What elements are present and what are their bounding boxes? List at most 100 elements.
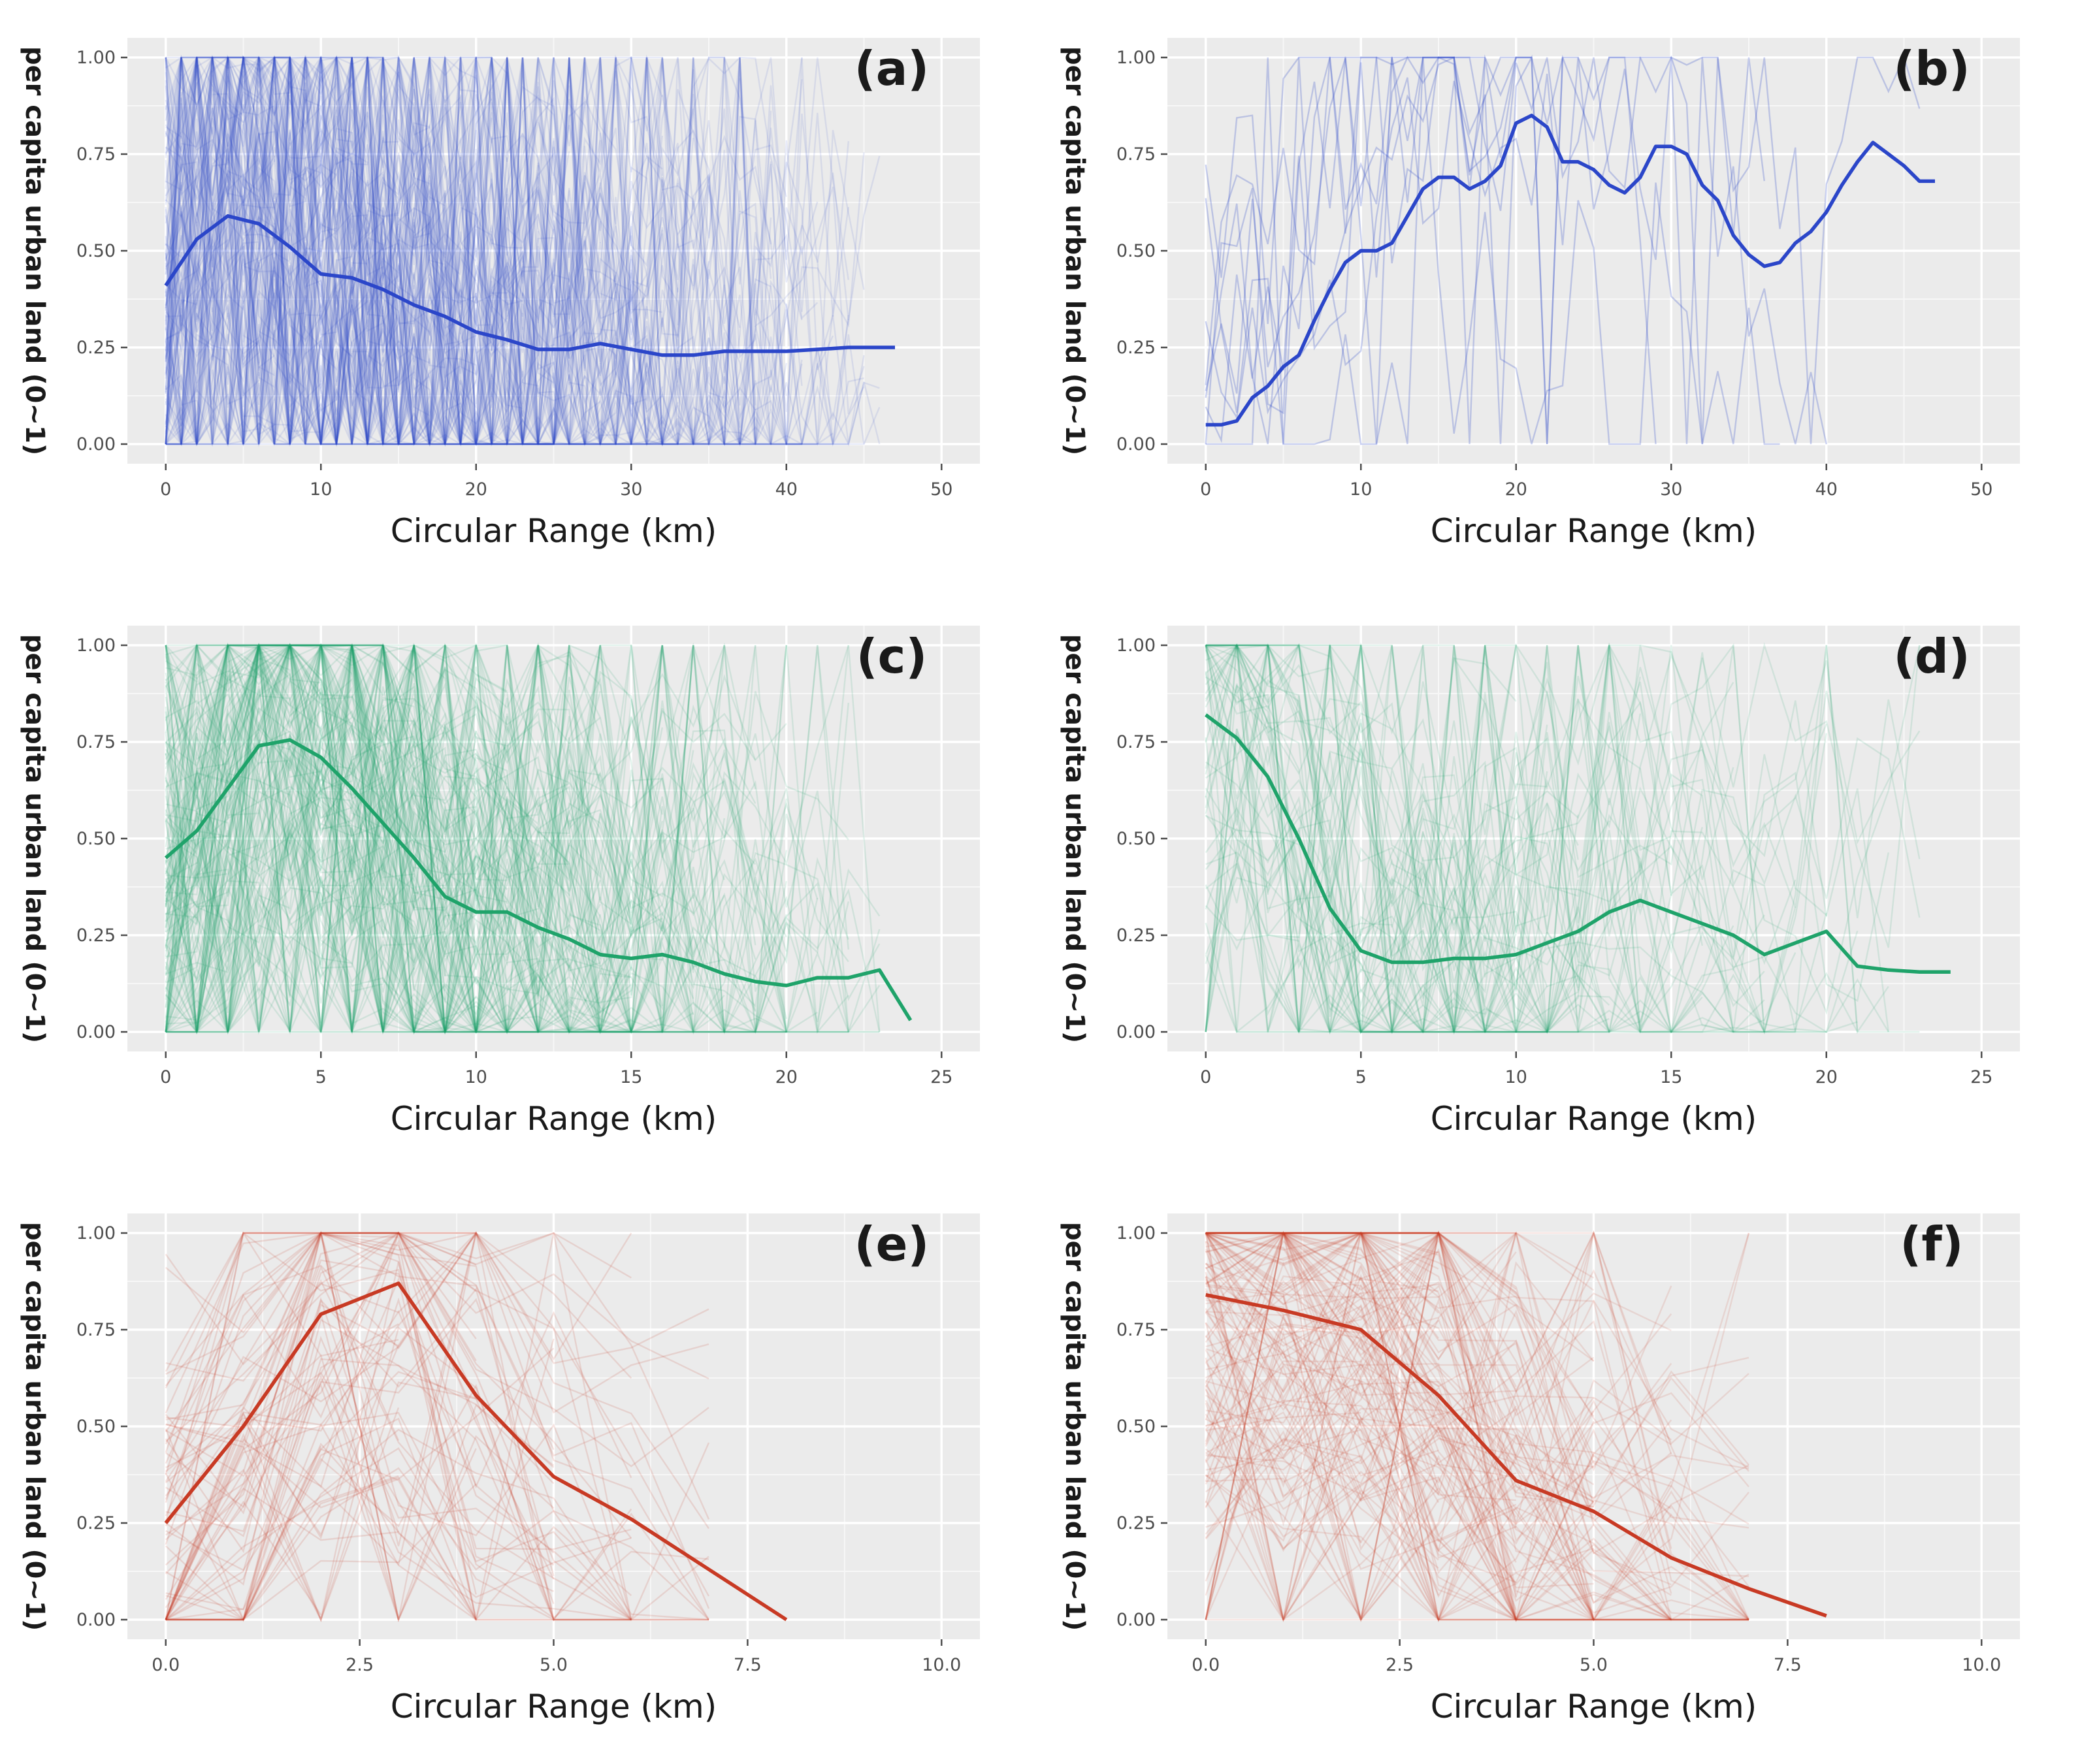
background-line xyxy=(165,1231,632,1620)
background-line xyxy=(165,1232,710,1597)
background-line xyxy=(1205,644,1889,1033)
background-line xyxy=(165,54,787,445)
background-line xyxy=(165,57,585,445)
background-line xyxy=(165,57,586,447)
background-line xyxy=(165,55,570,445)
background-line xyxy=(165,228,446,445)
background-line xyxy=(165,295,431,446)
background-line xyxy=(165,1230,632,1620)
background-line xyxy=(165,56,415,445)
background-line xyxy=(1205,1274,1440,1527)
background-line xyxy=(1205,1419,1440,1596)
y-tick-label: 0.00 xyxy=(76,1022,116,1042)
panel-label: (a) xyxy=(854,41,929,96)
background-line xyxy=(165,57,446,445)
background-line xyxy=(165,644,694,1035)
background-line xyxy=(165,1232,555,1464)
background-line xyxy=(165,57,803,447)
background-line xyxy=(165,54,663,445)
background-line xyxy=(1205,1232,1439,1336)
background-line xyxy=(165,55,570,445)
background-line xyxy=(165,643,694,1033)
background-line xyxy=(165,261,523,446)
background-line xyxy=(1205,1231,1594,1507)
background-line xyxy=(165,645,880,1035)
background-line xyxy=(1205,1387,1439,1493)
background-line xyxy=(1205,54,1657,445)
mean-series-line xyxy=(164,738,913,1021)
background-line xyxy=(1205,1232,1594,1589)
y-tick-label: 0.25 xyxy=(76,925,116,946)
background-line xyxy=(165,645,694,1035)
mean-series-line xyxy=(1205,713,1951,974)
y-tick-label: 0.00 xyxy=(76,1610,116,1630)
background-line xyxy=(165,644,725,969)
background-line xyxy=(165,644,632,1033)
background-line xyxy=(1205,1230,1749,1622)
x-tick-label: 5 xyxy=(1356,1067,1367,1087)
background-line xyxy=(1205,643,1734,1033)
background-line xyxy=(1205,1232,1749,1623)
background-line xyxy=(165,57,694,445)
background-line xyxy=(1205,645,1765,1033)
background-line xyxy=(165,55,617,445)
background-line xyxy=(165,1500,322,1620)
background-line xyxy=(165,644,663,893)
background-line xyxy=(165,55,431,445)
background-line xyxy=(1205,1232,1595,1620)
background-line xyxy=(165,1232,398,1500)
background-line xyxy=(165,57,881,445)
background-line xyxy=(165,645,787,1034)
background-line xyxy=(1205,1230,1440,1462)
background-line xyxy=(165,54,663,445)
background-line xyxy=(165,686,694,1034)
background-line xyxy=(165,1476,554,1621)
background-line xyxy=(165,56,586,445)
background-line xyxy=(165,644,601,1013)
background-line xyxy=(1205,56,1765,445)
background-line xyxy=(165,54,663,351)
background-line xyxy=(165,57,865,447)
background-line xyxy=(1205,1232,1517,1339)
background-line xyxy=(1205,1232,1672,1620)
background-line xyxy=(165,231,740,446)
background-line xyxy=(165,773,446,1033)
y-tick-label: 0.25 xyxy=(1116,925,1156,946)
y-tick-label: 0.50 xyxy=(76,1417,116,1437)
background-line xyxy=(1205,685,1672,1034)
background-line xyxy=(1205,1232,1439,1254)
background-line xyxy=(1205,1232,1440,1620)
chart-panel-b: 0 10 20 30 40 50 0.00 0.25 0.50 0.75 1.00 (b) Circul… xyxy=(1060,38,2020,550)
background-line xyxy=(1205,813,1827,1034)
background-line xyxy=(165,644,725,1033)
background-line xyxy=(165,57,678,445)
background-line xyxy=(165,56,818,445)
background-line xyxy=(165,642,756,1033)
background-line xyxy=(1205,55,1921,445)
background-line xyxy=(1205,1232,1439,1339)
background-line xyxy=(165,57,477,447)
background-line xyxy=(1205,1232,1595,1620)
background-line xyxy=(165,645,601,969)
background-line xyxy=(1205,1309,1517,1541)
x-axis-title: Circular Range (km) xyxy=(1431,1688,1757,1725)
background-line xyxy=(165,643,601,953)
background-line xyxy=(1205,1348,1594,1621)
y-tick-label: 0.75 xyxy=(76,144,116,165)
background-line xyxy=(165,744,570,1035)
background-line xyxy=(1205,645,1610,1034)
background-line xyxy=(1205,1385,1517,1611)
background-line xyxy=(1205,1232,1517,1290)
background-line xyxy=(165,1326,632,1622)
y-tick-label: 0.00 xyxy=(1116,434,1156,455)
background-line xyxy=(165,642,787,1033)
background-line xyxy=(165,645,508,1033)
background-line xyxy=(1205,1311,1439,1477)
background-line xyxy=(1205,57,1780,445)
x-axis-title: Circular Range (km) xyxy=(391,1100,717,1138)
background-line xyxy=(1205,1232,1595,1621)
panel-label: (b) xyxy=(1893,41,1970,96)
background-line xyxy=(165,55,493,445)
background-line xyxy=(1205,1288,1749,1621)
background-line xyxy=(165,54,461,288)
